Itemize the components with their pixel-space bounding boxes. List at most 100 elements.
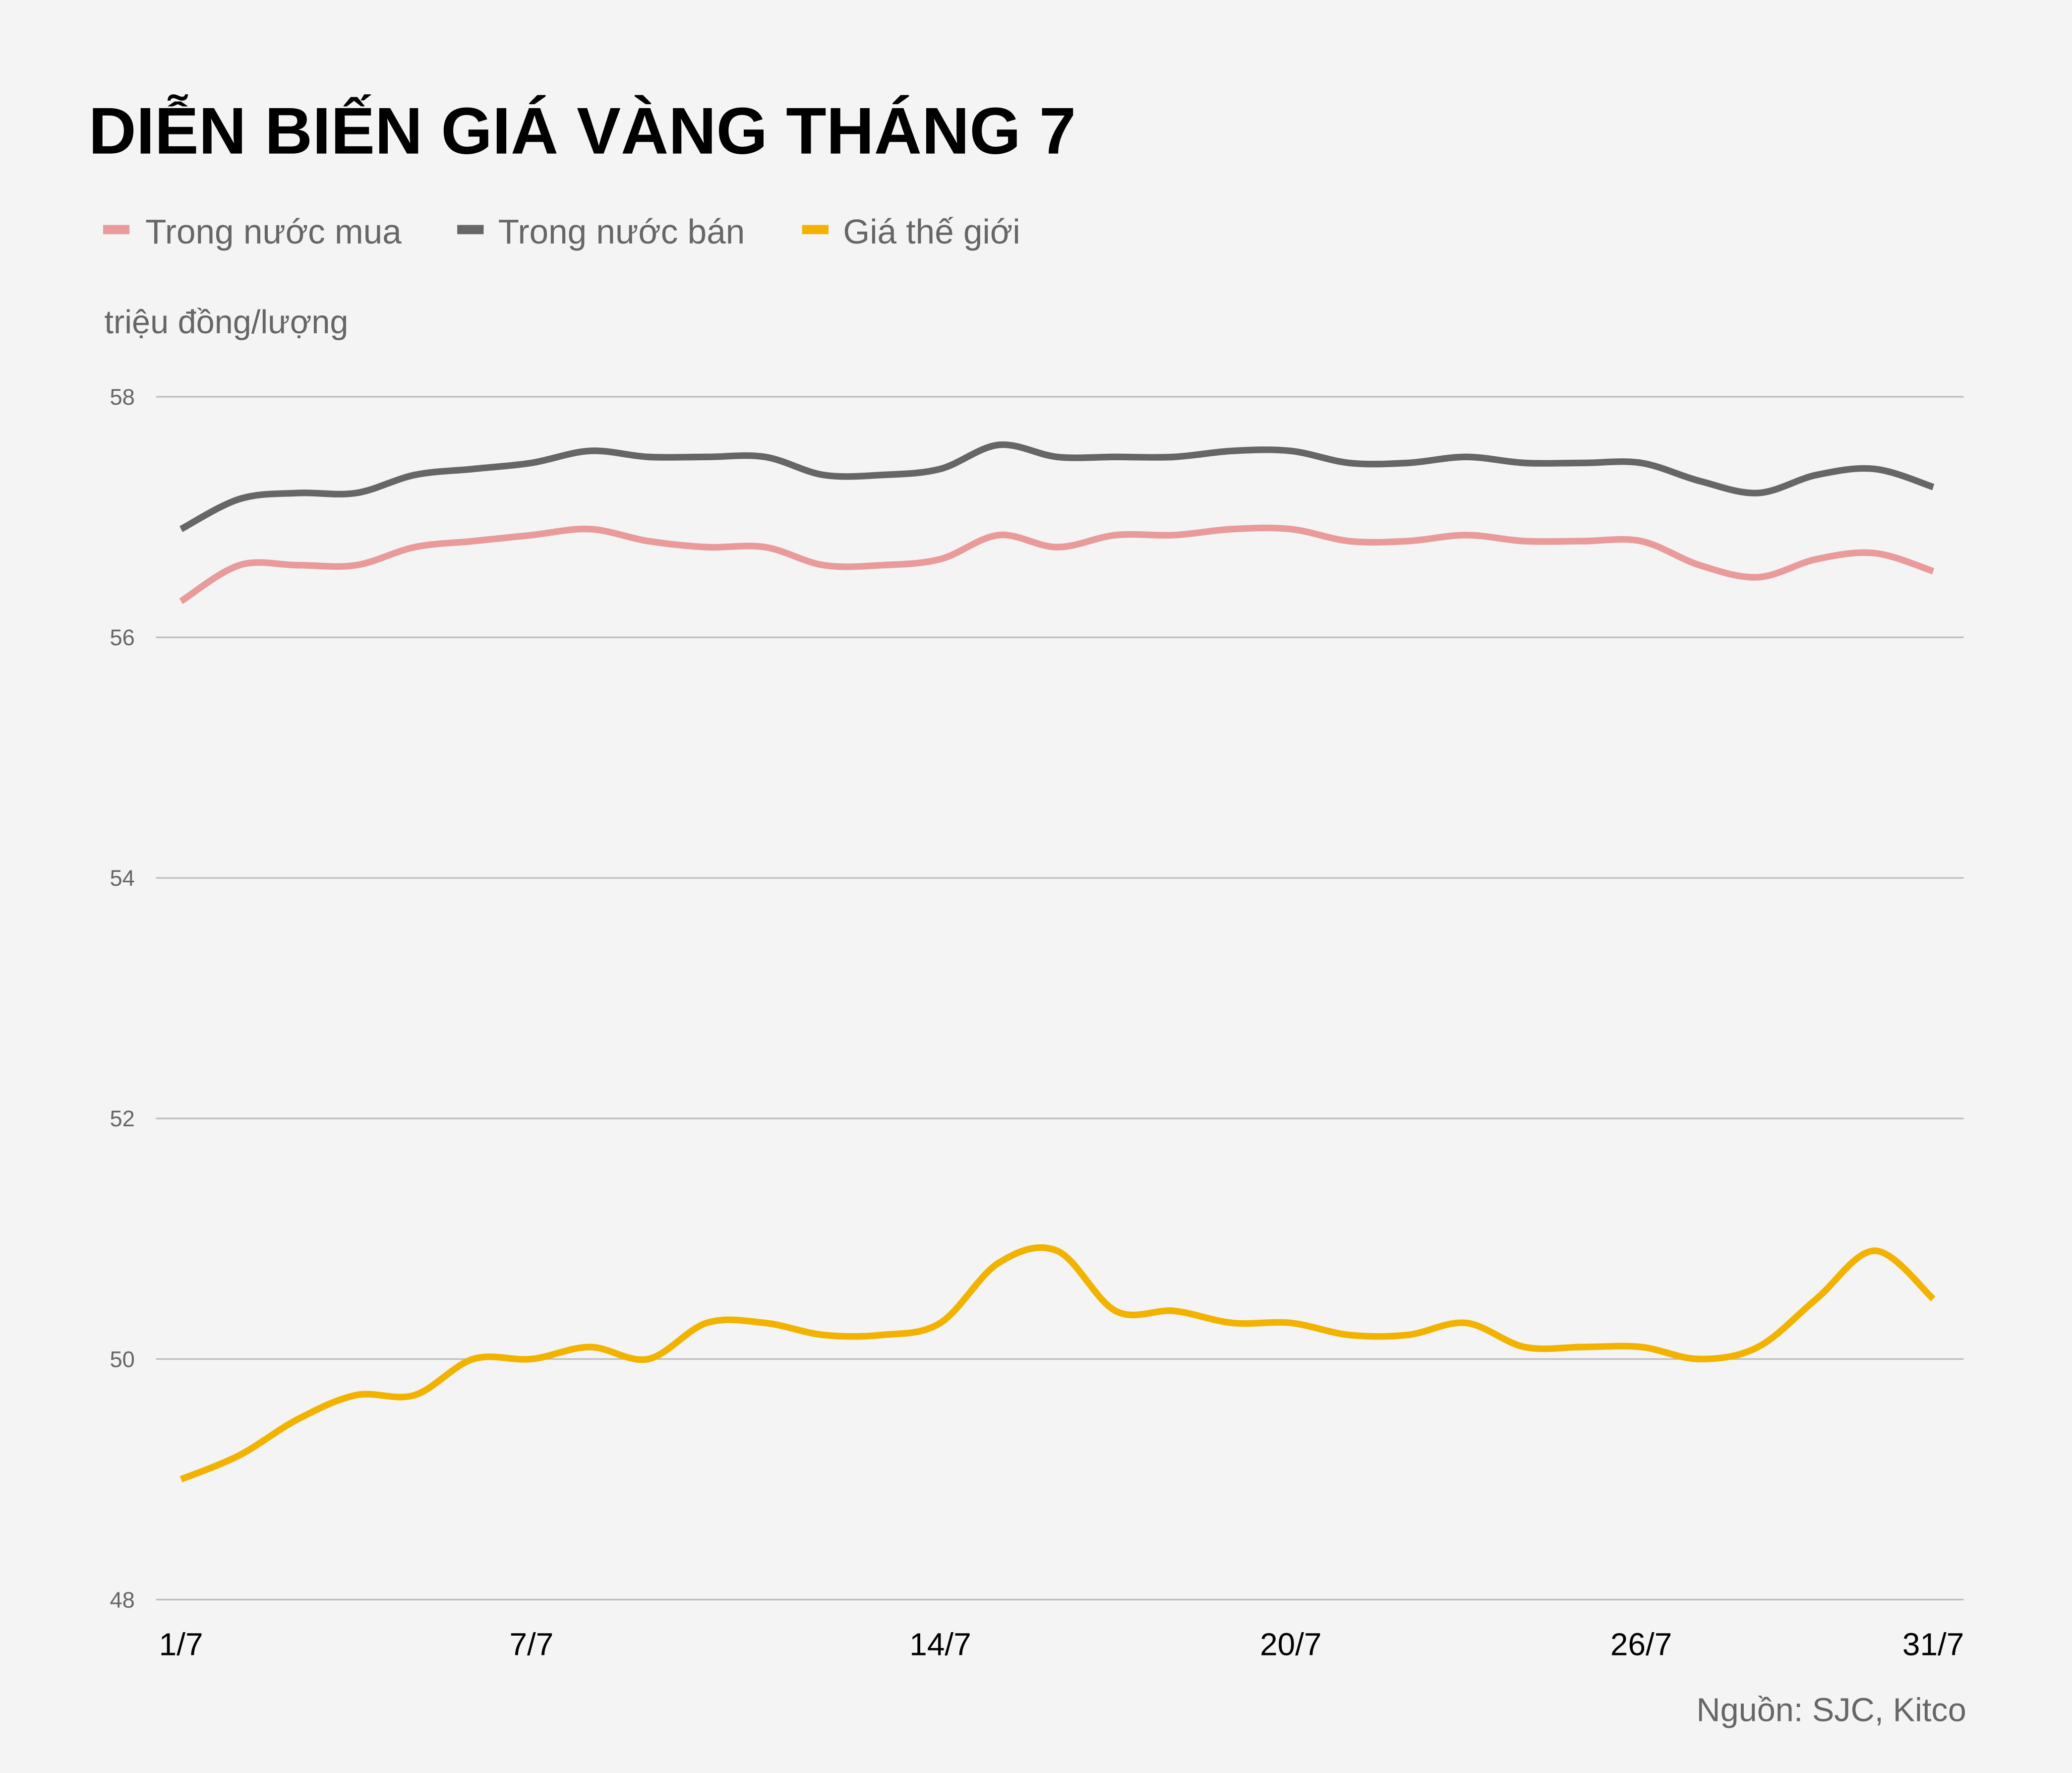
data-point[interactable] <box>236 1452 242 1459</box>
data-point[interactable] <box>1229 1320 1236 1326</box>
data-point[interactable] <box>879 562 885 568</box>
data-point[interactable] <box>879 1332 885 1338</box>
data-point[interactable] <box>1288 448 1294 454</box>
data-point[interactable] <box>1872 550 1878 556</box>
legend-item-mua[interactable]: Trong nước mua <box>103 212 402 251</box>
data-point[interactable] <box>645 538 651 544</box>
data-point[interactable] <box>178 1476 184 1482</box>
data-point[interactable] <box>1872 1247 1878 1254</box>
data-point[interactable] <box>1521 460 1528 466</box>
data-point[interactable] <box>1813 1295 1820 1302</box>
data-point[interactable] <box>1521 538 1528 544</box>
data-point[interactable] <box>178 598 184 605</box>
data-point[interactable] <box>353 562 359 568</box>
data-point[interactable] <box>236 496 242 502</box>
data-point[interactable] <box>412 1392 418 1398</box>
data-point[interactable] <box>1229 448 1236 454</box>
y-tick-label: 48 <box>110 1587 134 1612</box>
data-point[interactable] <box>704 454 710 460</box>
data-point[interactable] <box>762 454 768 460</box>
data-point[interactable] <box>704 1320 710 1326</box>
data-point[interactable] <box>295 1416 301 1422</box>
data-point[interactable] <box>1404 460 1411 466</box>
data-point[interactable] <box>1638 538 1644 544</box>
data-point[interactable] <box>1112 454 1119 460</box>
data-point[interactable] <box>470 538 476 544</box>
data-point[interactable] <box>1755 489 1761 496</box>
data-point[interactable] <box>178 526 184 532</box>
data-point[interactable] <box>762 1320 768 1326</box>
data-point[interactable] <box>1580 538 1586 544</box>
data-point[interactable] <box>1346 538 1352 544</box>
data-point[interactable] <box>1346 1332 1352 1338</box>
data-point[interactable] <box>1521 1344 1528 1350</box>
data-point[interactable] <box>1288 526 1294 532</box>
data-point[interactable] <box>1930 568 1936 574</box>
data-point[interactable] <box>1755 574 1761 580</box>
data-point[interactable] <box>704 544 710 550</box>
data-point[interactable] <box>937 1320 944 1326</box>
data-point[interactable] <box>1112 1308 1119 1314</box>
data-point[interactable] <box>1813 472 1820 478</box>
data-point[interactable] <box>1755 1344 1761 1350</box>
data-point[interactable] <box>1638 460 1644 466</box>
data-point[interactable] <box>412 472 418 478</box>
data-point[interactable] <box>1229 526 1236 532</box>
data-point[interactable] <box>996 441 1002 448</box>
data-point[interactable] <box>1054 544 1060 550</box>
data-point[interactable] <box>1054 454 1060 460</box>
legend-swatch-the-gioi <box>802 225 829 235</box>
data-point[interactable] <box>1404 538 1411 544</box>
data-point[interactable] <box>1813 556 1820 562</box>
data-point[interactable] <box>820 562 827 568</box>
data-point[interactable] <box>587 448 593 454</box>
data-point[interactable] <box>937 466 944 472</box>
data-point[interactable] <box>1171 1308 1177 1314</box>
data-point[interactable] <box>1463 1320 1469 1326</box>
data-point[interactable] <box>1463 454 1469 460</box>
data-point[interactable] <box>937 556 944 562</box>
data-point[interactable] <box>1696 478 1703 484</box>
data-point[interactable] <box>1930 484 1936 490</box>
data-point[interactable] <box>1580 460 1586 466</box>
data-point[interactable] <box>295 489 301 496</box>
data-point[interactable] <box>412 544 418 550</box>
data-point[interactable] <box>1054 1247 1060 1254</box>
data-point[interactable] <box>1580 1344 1586 1350</box>
data-point[interactable] <box>645 1356 651 1362</box>
data-point[interactable] <box>1696 562 1703 568</box>
data-point[interactable] <box>470 1356 476 1362</box>
series-line-2 <box>179 1244 1936 1482</box>
data-point[interactable] <box>528 532 534 538</box>
data-point[interactable] <box>353 489 359 496</box>
data-point[interactable] <box>1930 1295 1936 1302</box>
data-point[interactable] <box>587 526 593 532</box>
data-point[interactable] <box>1872 466 1878 472</box>
data-point[interactable] <box>820 1332 827 1338</box>
data-point[interactable] <box>1288 1320 1294 1326</box>
data-point[interactable] <box>528 460 534 466</box>
legend-item-the-gioi[interactable]: Giá thế giới <box>802 212 1020 251</box>
data-point[interactable] <box>762 544 768 550</box>
legend-item-ban[interactable]: Trong nước bán <box>457 212 745 251</box>
data-point[interactable] <box>1463 532 1469 538</box>
data-point[interactable] <box>295 562 301 568</box>
data-point[interactable] <box>1346 460 1352 466</box>
data-point[interactable] <box>996 1260 1002 1266</box>
data-point[interactable] <box>236 562 242 568</box>
data-point[interactable] <box>1404 1332 1411 1338</box>
data-point[interactable] <box>645 454 651 460</box>
data-point[interactable] <box>879 472 885 478</box>
data-point[interactable] <box>1112 532 1119 538</box>
data-point[interactable] <box>528 1356 534 1362</box>
data-point[interactable] <box>470 466 476 472</box>
data-point[interactable] <box>1171 532 1177 538</box>
data-point[interactable] <box>353 1392 359 1398</box>
data-point[interactable] <box>1171 454 1177 460</box>
data-point[interactable] <box>1638 1344 1644 1350</box>
data-point[interactable] <box>587 1344 593 1350</box>
data-point[interactable] <box>820 472 827 478</box>
data-point[interactable] <box>1696 1356 1703 1362</box>
data-point[interactable] <box>996 532 1002 538</box>
